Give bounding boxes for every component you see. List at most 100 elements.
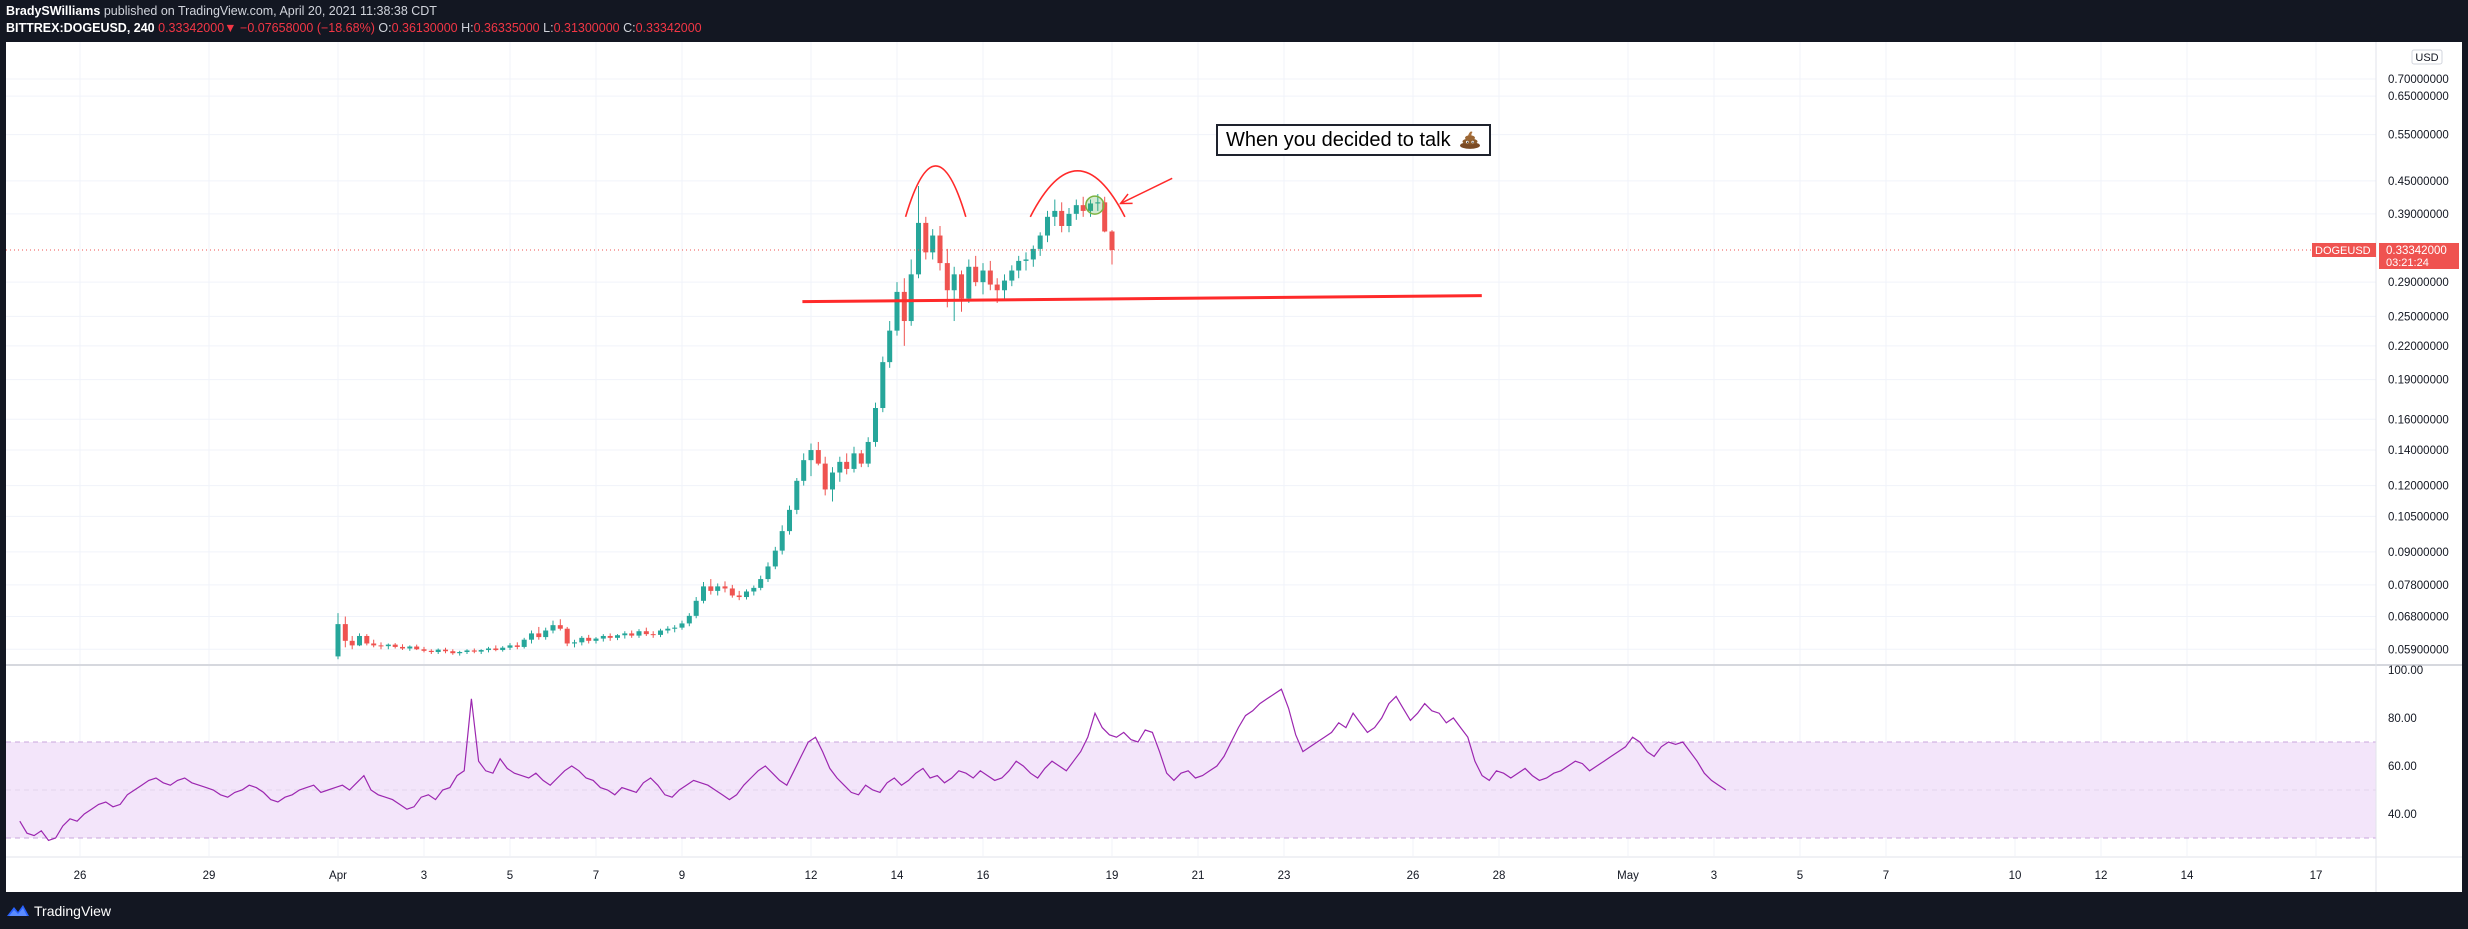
time-tick-label: 5 xyxy=(507,870,513,882)
price-tick-label: 0.05900000 xyxy=(2388,644,2449,656)
candle-body xyxy=(335,624,341,657)
candle xyxy=(894,282,900,336)
candle-body xyxy=(614,635,621,638)
time-tick-label: 17 xyxy=(2310,870,2323,882)
candle-body xyxy=(349,640,355,646)
candle-body xyxy=(364,635,370,644)
candle-body xyxy=(1073,205,1079,214)
time-tick-label: Apr xyxy=(329,870,347,882)
annotation-arrow[interactable] xyxy=(1120,177,1173,205)
candle-body xyxy=(736,595,742,598)
candle-body xyxy=(657,630,664,635)
high-value: 0.36335000 xyxy=(473,21,540,35)
time-tick-label: 21 xyxy=(1192,870,1205,882)
candle xyxy=(1016,255,1022,279)
candle xyxy=(421,646,427,653)
candle xyxy=(435,648,441,654)
candle-body xyxy=(894,291,900,331)
candle-body xyxy=(392,644,398,647)
candle xyxy=(629,630,635,638)
candle xyxy=(636,629,642,638)
candle xyxy=(786,505,793,535)
candle-body xyxy=(729,588,735,596)
price-tick-label: 0.29000000 xyxy=(2388,277,2449,289)
head-shoulder-arc[interactable] xyxy=(904,165,967,218)
candle-body xyxy=(672,627,678,629)
candle xyxy=(966,259,972,303)
candle xyxy=(736,590,742,601)
candle-body xyxy=(815,450,821,464)
candle-body xyxy=(1009,270,1015,281)
candle-body xyxy=(564,628,570,644)
rsi-line xyxy=(19,688,1727,842)
open-label: O: xyxy=(378,21,392,35)
open-value: 0.36130000 xyxy=(391,21,458,35)
candle-body xyxy=(1102,202,1108,232)
candle xyxy=(1059,202,1065,233)
price-tick-label: 0.39000000 xyxy=(2388,209,2449,221)
candle xyxy=(822,456,828,496)
candle-body xyxy=(844,461,850,469)
annotation-arrow-head xyxy=(1119,193,1133,205)
candle xyxy=(987,260,993,291)
candle xyxy=(1073,199,1079,220)
current-price-tag[interactable] xyxy=(2379,242,2459,269)
candle xyxy=(1066,208,1072,233)
symbol-label[interactable]: BITTREX:DOGEUSD, 240 xyxy=(6,21,155,35)
author-name[interactable]: BradySWilliams xyxy=(6,4,101,18)
candle-body xyxy=(550,625,556,631)
footer-brand[interactable]: TradingView xyxy=(34,903,112,919)
annotation-callout[interactable]: When you decided to talk xyxy=(1216,124,1491,156)
candle xyxy=(471,648,477,654)
price-tick-label: 0.06800000 xyxy=(2388,612,2449,624)
price-tick-label: 0.45000000 xyxy=(2388,176,2449,188)
highlight-circle[interactable] xyxy=(1085,195,1105,215)
candle-body xyxy=(693,600,699,616)
support-trendline[interactable] xyxy=(802,294,1482,304)
chart-area[interactable]: 0.70000000 0.65000000 0.55000000 0.45000000… xyxy=(6,42,2462,892)
candle-body xyxy=(636,631,642,636)
annotation-text: When you decided to talk xyxy=(1226,129,1451,151)
candle-body xyxy=(1095,202,1101,204)
candle xyxy=(1030,245,1036,267)
candle xyxy=(385,643,391,650)
price-change: −0.07658000 (−18.68%) xyxy=(240,21,375,35)
rsi-band xyxy=(6,741,2376,839)
candle xyxy=(808,443,814,477)
candle-body xyxy=(543,630,549,638)
candle xyxy=(657,628,664,638)
last-price: 0.33342000 xyxy=(158,21,225,35)
candle xyxy=(880,356,886,413)
candle-body xyxy=(751,587,757,592)
candle-body xyxy=(607,635,613,638)
candle-body xyxy=(421,649,427,651)
currency-unit-badge[interactable] xyxy=(2411,49,2443,65)
head-shoulder-arc[interactable] xyxy=(1029,170,1126,218)
candle xyxy=(837,456,843,482)
time-tick-label: 29 xyxy=(203,870,216,882)
chart-canvas[interactable]: 0.70000000 0.65000000 0.55000000 0.45000000… xyxy=(6,42,2462,892)
candle-body xyxy=(385,644,391,647)
candle xyxy=(1044,210,1051,243)
candle xyxy=(364,634,370,646)
tradingview-logo-icon[interactable] xyxy=(6,903,30,917)
candle xyxy=(399,644,406,651)
time-tick-label: 19 xyxy=(1106,870,1119,882)
rsi-tick-label: 100.00 xyxy=(2388,665,2423,677)
candle xyxy=(528,630,535,644)
price-tick-label: 0.70000000 xyxy=(2388,74,2449,86)
candle xyxy=(550,620,556,634)
candle-body xyxy=(779,531,785,551)
candle-body xyxy=(450,651,456,654)
candle-body xyxy=(973,266,979,283)
candle-body xyxy=(600,635,606,639)
candle-body xyxy=(937,235,943,264)
candle xyxy=(378,642,384,650)
symbol-price-tag[interactable] xyxy=(2312,242,2376,257)
axes: 0.70000000 0.65000000 0.55000000 0.45000000… xyxy=(6,42,2462,892)
candle-body xyxy=(958,274,965,299)
candle-body xyxy=(915,222,922,275)
candle xyxy=(536,626,542,640)
candle-body xyxy=(428,650,434,653)
poop-emoji-icon xyxy=(1459,131,1480,149)
